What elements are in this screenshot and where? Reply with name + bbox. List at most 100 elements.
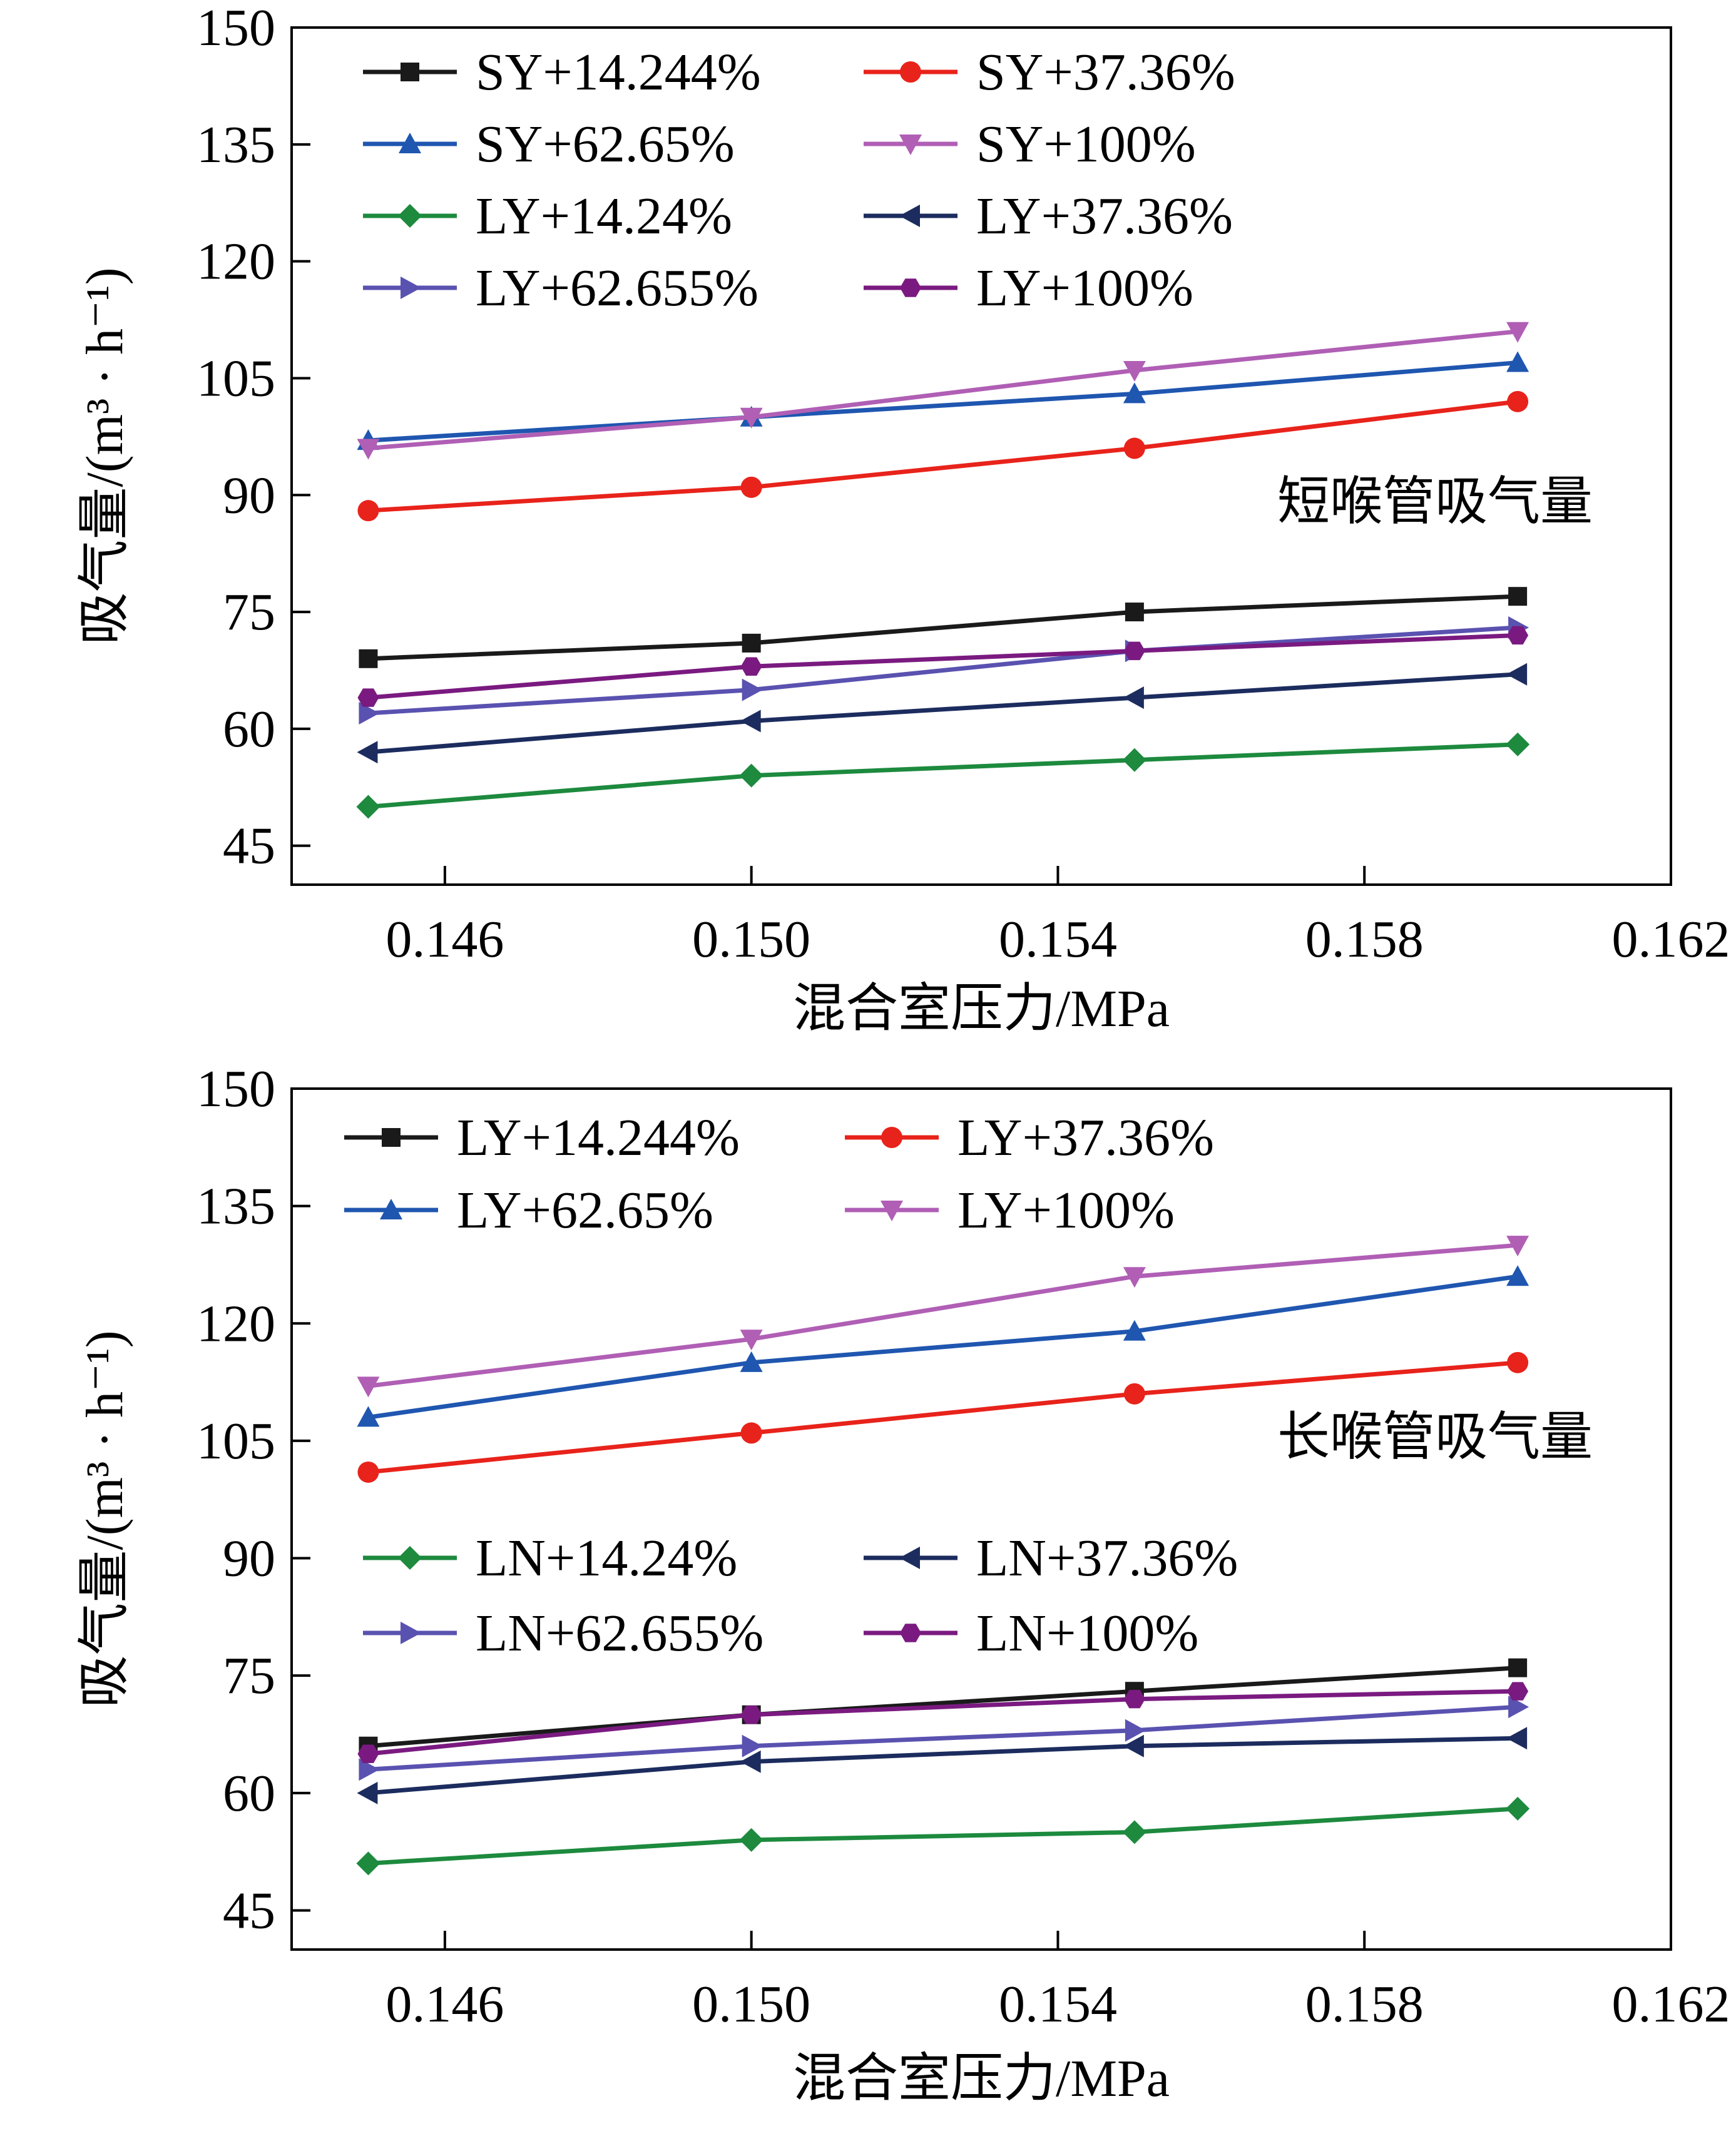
y-tick-label: 150 [197, 1060, 275, 1118]
data-point [1123, 1734, 1144, 1757]
legend-item: LY+14.244% [344, 1109, 740, 1167]
data-point [1123, 1689, 1145, 1709]
data-point [740, 1330, 763, 1351]
legend-item: LY+14.24% [363, 187, 732, 245]
data-point [1123, 361, 1146, 382]
chart-annotation: 长喉管吸气量 [1277, 1408, 1593, 1467]
y-axis-title: 吸气量/(m³ · h⁻¹) [76, 267, 134, 644]
data-point [1507, 1682, 1529, 1701]
legend-marker [401, 1622, 421, 1644]
series-7 [357, 1682, 1529, 1763]
data-point [1507, 626, 1529, 645]
data-point [740, 1706, 762, 1724]
x-tick-label: 0.146 [385, 910, 504, 969]
series-0 [359, 587, 1528, 668]
legend-label: LY+100% [976, 259, 1193, 317]
legend: SY+14.244% SY+37.36% SY+62.65% SY+100% LY+14… [363, 43, 1235, 317]
data-point [740, 1750, 761, 1773]
x-tick-label: 0.146 [385, 1975, 504, 2033]
data-point [357, 1406, 380, 1427]
legend: LN+14.24% LN+37.36% LN+62.655% LN+100% [363, 1529, 1238, 1662]
legend-marker [398, 204, 422, 228]
y-axis-title: 吸气量/(m³ · h⁻¹) [76, 1330, 134, 1707]
legend-marker [399, 133, 421, 153]
series-5 [357, 1727, 1528, 1804]
y-tick-label: 150 [197, 0, 275, 57]
data-point [356, 1851, 380, 1876]
legend-marker [881, 1127, 902, 1148]
data-point [357, 500, 379, 522]
y-tick-label: 45 [223, 817, 275, 875]
plot-frame [290, 1087, 1672, 1951]
y-tick-label: 135 [197, 116, 275, 174]
y-tick-label: 105 [197, 1412, 275, 1470]
data-point [740, 476, 762, 498]
series-line [368, 1806, 1518, 1866]
series-5 [357, 663, 1528, 764]
legend-marker [380, 1199, 402, 1219]
y-tick-label: 120 [197, 1294, 275, 1353]
series-line [367, 1274, 1518, 1420]
data-point [1506, 1236, 1529, 1257]
y-tick-label: 45 [223, 1881, 275, 1940]
series-4 [356, 1796, 1530, 1876]
series-line [368, 633, 1518, 700]
legend-marker [900, 61, 921, 83]
chart-annotation: 短喉管吸气量 [1277, 473, 1593, 531]
series-line [368, 1243, 1518, 1388]
data-point [740, 1422, 762, 1444]
data-point [1123, 1383, 1145, 1405]
series-6 [359, 1696, 1529, 1781]
legend: LY+14.244% LY+37.36% LY+62.65% LY+100% [344, 1109, 1214, 1239]
data-point [357, 1781, 378, 1804]
x-axis-title: 混合室压力/MPa [793, 980, 1170, 1038]
series-line [368, 1665, 1518, 1749]
data-point [1506, 1727, 1528, 1750]
data-point [1506, 1796, 1530, 1821]
series-2 [357, 1265, 1529, 1427]
series-1 [357, 390, 1529, 522]
legend-label: SY+62.65% [476, 115, 735, 173]
y-tick-label: 75 [223, 1647, 275, 1705]
data-point [359, 649, 378, 668]
data-point [357, 1376, 380, 1398]
data-point [1123, 1320, 1146, 1341]
legend-item: SY+14.244% [363, 43, 761, 101]
y-tick-label: 135 [197, 1177, 275, 1236]
x-tick-label: 0.150 [692, 1975, 810, 2033]
series-line [368, 1704, 1518, 1772]
legend-label: LN+14.24% [476, 1529, 737, 1587]
legend-label: LN+100% [976, 1604, 1198, 1662]
data-point [1125, 603, 1144, 622]
x-tick-label: 0.154 [999, 1975, 1117, 2033]
y-tick-label: 60 [223, 1764, 275, 1823]
series-line [368, 1689, 1518, 1756]
data-point [1123, 641, 1145, 661]
data-point [359, 702, 380, 725]
legend-marker [899, 205, 920, 227]
series-line [368, 594, 1518, 661]
series-line [368, 625, 1518, 716]
data-point [742, 1734, 763, 1757]
data-point [1125, 1719, 1146, 1742]
data-point [739, 1828, 763, 1852]
x-tick-label: 0.158 [1305, 1975, 1424, 2033]
legend-item: LY+62.655% [363, 259, 758, 317]
data-point [1122, 1820, 1146, 1844]
data-point [1506, 732, 1530, 756]
data-point [1506, 351, 1529, 372]
series-line [368, 672, 1518, 755]
y-tick-label: 90 [223, 466, 275, 524]
data-point [742, 633, 761, 653]
y-tick-label: 75 [223, 583, 275, 641]
legend-label: LY+14.24% [476, 187, 732, 245]
data-point [357, 1461, 379, 1483]
legend-marker [899, 1547, 920, 1569]
plot-frame [290, 26, 1672, 886]
x-tick-label: 0.154 [999, 910, 1117, 969]
x-tick-label: 0.162 [1612, 1975, 1730, 2033]
series-7 [357, 626, 1529, 707]
series-line [368, 1360, 1518, 1475]
legend-label: LY+62.655% [476, 259, 758, 317]
